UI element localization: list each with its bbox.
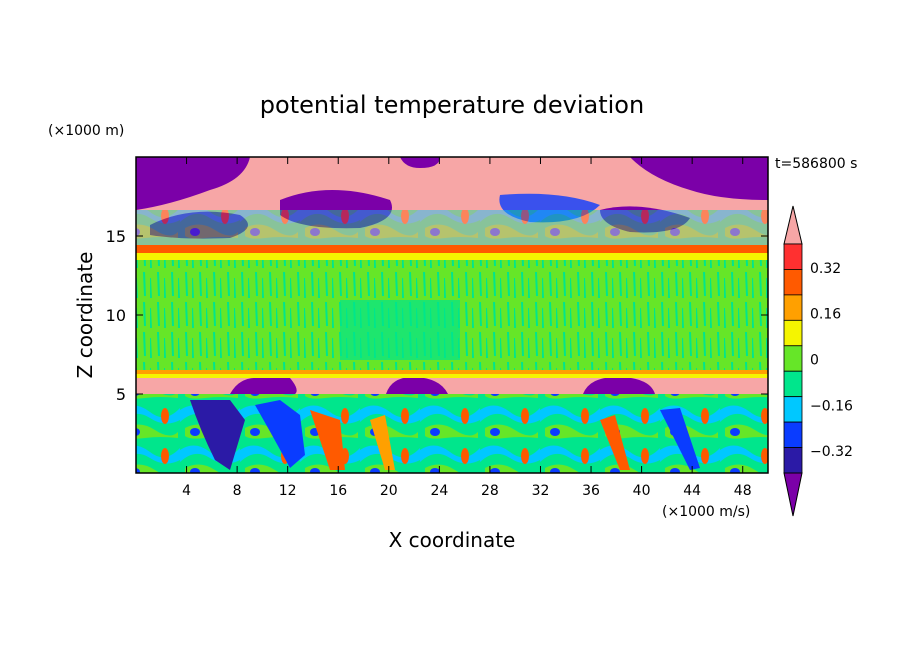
warm-layer-low — [136, 378, 768, 394]
y-tick-label: 5 — [116, 385, 126, 404]
colorbar: −0.32 −0.16 0 0.16 0.32 — [783, 205, 853, 517]
y-tick-label: 15 — [106, 227, 126, 246]
x-tick-label: 8 — [233, 483, 242, 499]
colorbar-tick-label: 0.16 — [810, 307, 841, 323]
colorbar-tick-label: 0 — [810, 353, 819, 369]
x-tick-label: 40 — [633, 483, 651, 499]
colorbar-bin — [783, 345, 803, 372]
x-tick-label: 20 — [380, 483, 398, 499]
colorbar-tick-label: 0.32 — [810, 261, 841, 277]
colorbar-tick-label: −0.32 — [810, 444, 853, 460]
colorbar-bin — [783, 447, 803, 474]
x-tick-label: 32 — [532, 483, 550, 499]
contour-field — [136, 157, 768, 473]
colorbar-bin — [783, 269, 803, 296]
x-axis: 4 8 12 16 20 24 28 32 36 40 44 48 — [182, 157, 752, 499]
colorbar-bin — [783, 396, 803, 423]
x-tick-label: 4 — [182, 483, 191, 499]
y-tick-label: 10 — [106, 306, 126, 325]
time-label: t=586800 s — [775, 156, 857, 172]
x-tick-label: 12 — [279, 483, 297, 499]
y-axis-label: Z coordinate — [73, 252, 97, 379]
colorbar-tick-label: −0.16 — [810, 398, 853, 414]
colorbar-bin — [783, 243, 803, 270]
x-tick-label: 44 — [683, 483, 701, 499]
colorbar-extend-top — [783, 205, 803, 245]
turbulent-layer — [136, 394, 768, 473]
x-unit-label: (×1000 m/s) — [662, 504, 750, 520]
colorbar-bin — [783, 421, 803, 448]
chart-title: potential temperature deviation — [260, 91, 644, 119]
y-unit-label: (×1000 m) — [48, 123, 124, 139]
x-tick-label: 48 — [734, 483, 752, 499]
x-tick-label: 16 — [329, 483, 347, 499]
colorbar-extend-bottom — [783, 472, 803, 517]
x-tick-label: 36 — [582, 483, 600, 499]
y-axis: 5 10 15 — [106, 227, 768, 404]
x-axis-label: X coordinate — [389, 528, 516, 552]
x-tick-label: 28 — [481, 483, 499, 499]
colorbar-bin — [783, 294, 803, 321]
colorbar-bin — [783, 319, 803, 347]
x-tick-label: 24 — [430, 483, 448, 499]
colorbar-bin — [783, 370, 803, 398]
